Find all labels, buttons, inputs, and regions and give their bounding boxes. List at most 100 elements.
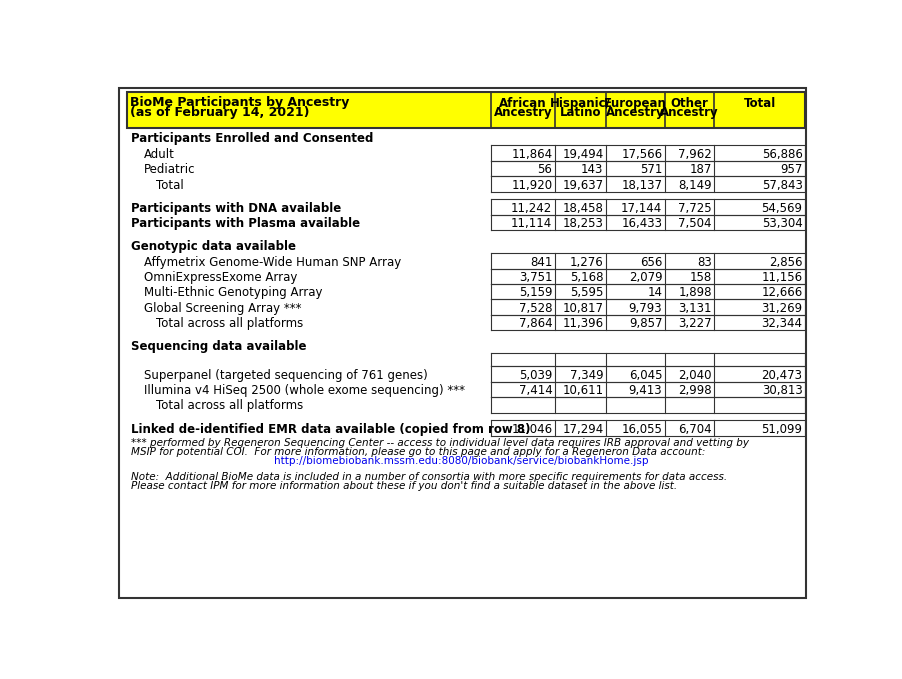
Text: 32,344: 32,344 xyxy=(760,317,802,330)
Text: Participants with DNA available: Participants with DNA available xyxy=(131,202,341,215)
Text: 19,637: 19,637 xyxy=(562,179,603,191)
Text: 158: 158 xyxy=(689,271,711,284)
Text: 11,242: 11,242 xyxy=(511,202,552,215)
Text: MSIP for potential COI.  For more information, please go to this page and apply : MSIP for potential COI. For more informa… xyxy=(131,447,704,457)
Text: 2,079: 2,079 xyxy=(628,271,661,284)
Text: 9,413: 9,413 xyxy=(628,384,661,397)
Text: 3,227: 3,227 xyxy=(677,317,711,330)
Text: 8,149: 8,149 xyxy=(677,179,711,191)
Text: 841: 841 xyxy=(529,255,552,268)
Text: 571: 571 xyxy=(640,163,661,176)
Text: Superpanel (targeted sequencing of 761 genes): Superpanel (targeted sequencing of 761 g… xyxy=(143,369,428,382)
Text: Total across all platforms: Total across all platforms xyxy=(156,317,303,330)
Text: Ancestry: Ancestry xyxy=(605,106,664,119)
Text: 5,159: 5,159 xyxy=(519,287,552,299)
Text: Affymetrix Genome-Wide Human SNP Array: Affymetrix Genome-Wide Human SNP Array xyxy=(143,255,400,268)
Text: Participants Enrolled and Consented: Participants Enrolled and Consented xyxy=(131,132,373,145)
Text: 16,055: 16,055 xyxy=(621,422,661,436)
Text: Sequencing data available: Sequencing data available xyxy=(131,340,306,353)
Text: 2,040: 2,040 xyxy=(677,369,711,382)
FancyBboxPatch shape xyxy=(119,88,805,598)
Text: 53,304: 53,304 xyxy=(761,217,802,230)
Text: Ancestry: Ancestry xyxy=(659,106,718,119)
Text: Genotypic data available: Genotypic data available xyxy=(131,240,295,253)
Text: Ancestry: Ancestry xyxy=(493,106,551,119)
Text: 9,857: 9,857 xyxy=(628,317,661,330)
Text: 9,793: 9,793 xyxy=(628,301,661,314)
Text: 11,396: 11,396 xyxy=(562,317,603,330)
Text: 56: 56 xyxy=(537,163,552,176)
Text: 10,611: 10,611 xyxy=(562,384,603,397)
Text: 1,276: 1,276 xyxy=(569,255,603,268)
Text: 7,864: 7,864 xyxy=(518,317,552,330)
Text: Other: Other xyxy=(670,97,708,110)
Text: Global Screening Array ***: Global Screening Array *** xyxy=(143,301,301,314)
Text: 7,504: 7,504 xyxy=(677,217,711,230)
Text: 11,114: 11,114 xyxy=(511,217,552,230)
Text: Linked de-identified EMR data available (copied from row 8): Linked de-identified EMR data available … xyxy=(131,422,529,436)
Text: 3,131: 3,131 xyxy=(677,301,711,314)
Text: 16,433: 16,433 xyxy=(621,217,661,230)
Text: 187: 187 xyxy=(689,163,711,176)
Text: 11,920: 11,920 xyxy=(511,179,552,191)
Text: (as of February 14, 2021): (as of February 14, 2021) xyxy=(130,106,309,119)
Text: http://biomebiobank.mssm.edu:8080/biobank/service/biobankHome.jsp: http://biomebiobank.mssm.edu:8080/bioban… xyxy=(274,456,649,466)
Text: Illumina v4 HiSeq 2500 (whole exome sequencing) ***: Illumina v4 HiSeq 2500 (whole exome sequ… xyxy=(143,384,465,397)
Text: 18,253: 18,253 xyxy=(562,217,603,230)
Text: 56,886: 56,886 xyxy=(761,148,802,161)
Text: 11,156: 11,156 xyxy=(760,271,802,284)
Text: 12,666: 12,666 xyxy=(760,287,802,299)
Text: 18,458: 18,458 xyxy=(562,202,603,215)
Text: Multi-Ethnic Genotyping Array: Multi-Ethnic Genotyping Array xyxy=(143,287,322,299)
Text: 143: 143 xyxy=(580,163,603,176)
Text: African: African xyxy=(499,97,546,110)
Text: Adult: Adult xyxy=(143,148,175,161)
Text: 20,473: 20,473 xyxy=(760,369,802,382)
Text: 57,843: 57,843 xyxy=(761,179,802,191)
Text: 7,414: 7,414 xyxy=(518,384,552,397)
Text: 19,494: 19,494 xyxy=(562,148,603,161)
Text: 5,039: 5,039 xyxy=(519,369,552,382)
Text: 51,099: 51,099 xyxy=(760,422,802,436)
Text: Please contact IPM for more information about these if you don't find a suitable: Please contact IPM for more information … xyxy=(131,481,676,491)
Text: 18,137: 18,137 xyxy=(621,179,661,191)
Text: 83: 83 xyxy=(696,255,711,268)
Text: 30,813: 30,813 xyxy=(761,384,802,397)
Text: Participants with Plasma available: Participants with Plasma available xyxy=(131,217,359,230)
Text: 10,817: 10,817 xyxy=(562,301,603,314)
Text: 7,528: 7,528 xyxy=(519,301,552,314)
Text: 7,725: 7,725 xyxy=(677,202,711,215)
Text: 656: 656 xyxy=(640,255,661,268)
Text: 11,046: 11,046 xyxy=(511,422,552,436)
Text: 957: 957 xyxy=(779,163,802,176)
Text: 17,294: 17,294 xyxy=(562,422,603,436)
FancyBboxPatch shape xyxy=(126,92,804,128)
Text: 14: 14 xyxy=(647,287,661,299)
Text: 6,045: 6,045 xyxy=(628,369,661,382)
Text: 5,168: 5,168 xyxy=(569,271,603,284)
Text: Note:  Additional BioMe data is included in a number of consortia with more spec: Note: Additional BioMe data is included … xyxy=(131,472,726,482)
Text: 54,569: 54,569 xyxy=(760,202,802,215)
Text: 17,566: 17,566 xyxy=(621,148,661,161)
Text: 3,751: 3,751 xyxy=(519,271,552,284)
Text: Total: Total xyxy=(156,179,184,191)
Text: 11,864: 11,864 xyxy=(511,148,552,161)
Text: 1,898: 1,898 xyxy=(677,287,711,299)
Text: 6,704: 6,704 xyxy=(677,422,711,436)
Text: 31,269: 31,269 xyxy=(760,301,802,314)
Text: OmniExpressExome Array: OmniExpressExome Array xyxy=(143,271,297,284)
Text: *** performed by Regeneron Sequencing Center -- access to individual level data : *** performed by Regeneron Sequencing Ce… xyxy=(131,438,748,448)
Text: Latino: Latino xyxy=(559,106,601,119)
Text: 2,856: 2,856 xyxy=(769,255,802,268)
Text: Pediatric: Pediatric xyxy=(143,163,195,176)
Text: Total across all platforms: Total across all platforms xyxy=(156,399,303,412)
Text: 7,962: 7,962 xyxy=(677,148,711,161)
Text: 5,595: 5,595 xyxy=(569,287,603,299)
Text: 17,144: 17,144 xyxy=(621,202,661,215)
Text: 2,998: 2,998 xyxy=(677,384,711,397)
Text: 7,349: 7,349 xyxy=(569,369,603,382)
Text: European: European xyxy=(603,97,666,110)
Text: BioMe Participants by Ancestry: BioMe Participants by Ancestry xyxy=(130,96,349,109)
Text: Total: Total xyxy=(742,97,775,110)
Text: Hispanic/: Hispanic/ xyxy=(549,97,610,110)
